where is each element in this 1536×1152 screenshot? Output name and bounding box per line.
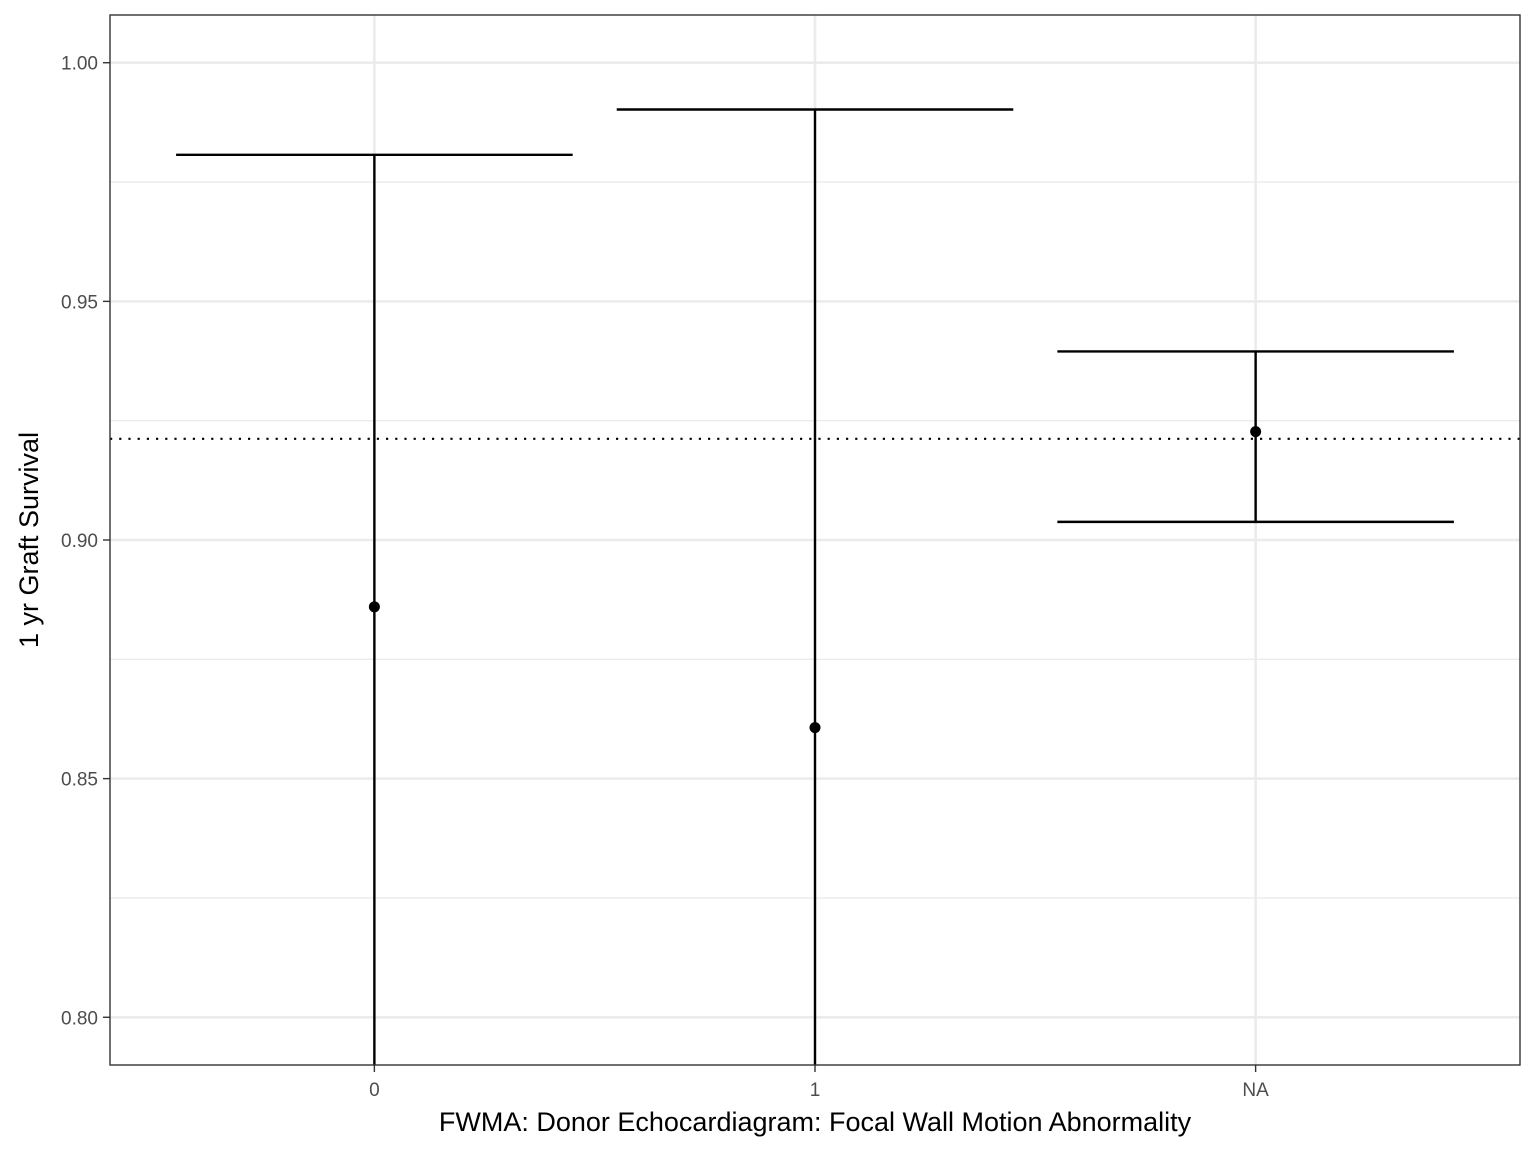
estimate-point-NA (1250, 426, 1262, 438)
x-tick-label: 1 (810, 1080, 821, 1101)
y-tick-label: 1.00 (61, 54, 98, 75)
x-axis-title: FWMA: Donor Echocardiagram: Focal Wall M… (439, 1107, 1192, 1137)
x-axis-ticks: 0 1 NA (369, 1065, 1269, 1101)
y-tick-label: 0.90 (61, 531, 98, 552)
y-tick-label: 0.80 (61, 1008, 98, 1029)
y-axis-ticks: 0.80 0.85 0.90 0.95 1.00 (61, 54, 110, 1029)
y-tick-label: 0.95 (61, 292, 98, 313)
x-tick-label: 0 (369, 1080, 380, 1101)
x-tick-label: NA (1242, 1080, 1269, 1101)
estimate-point-1 (809, 722, 821, 734)
y-axis-title: 1 yr Graft Survival (14, 432, 44, 648)
y-tick-label: 0.85 (61, 770, 98, 791)
estimate-points (368, 426, 1262, 734)
estimate-point-0 (368, 601, 380, 613)
